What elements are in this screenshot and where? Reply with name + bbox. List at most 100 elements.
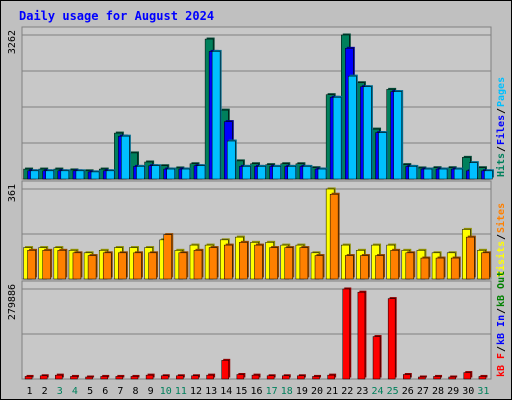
bar-sites <box>133 252 142 280</box>
x-tick-label: 16 <box>250 386 262 397</box>
bar-pages <box>181 168 191 180</box>
bar-kb-f <box>115 376 124 380</box>
bar-sites <box>269 247 278 280</box>
legend-entry: / <box>496 308 507 314</box>
bar-kb-f <box>282 375 290 380</box>
bar-sites <box>481 252 490 280</box>
x-tick-label: 20 <box>311 386 323 397</box>
bar-pages <box>438 168 448 180</box>
bar-sites <box>329 193 339 280</box>
bar-sites <box>254 244 263 280</box>
bar-kb-f <box>387 298 396 380</box>
bar-pages <box>348 75 357 180</box>
x-tick-label: 11 <box>175 386 187 397</box>
bar-kb-f <box>221 360 229 380</box>
bar-kb-f <box>342 288 351 380</box>
x-tick-label: 27 <box>417 386 429 397</box>
x-tick-label: 13 <box>205 386 217 397</box>
bar-kb-f <box>100 376 108 380</box>
bar-kb-f <box>403 374 411 380</box>
bar-sites <box>375 255 384 280</box>
legend-entry: kB F <box>496 353 507 377</box>
bar-pages <box>363 86 372 180</box>
bar-sites <box>466 236 475 280</box>
bar-kb-f <box>145 374 154 380</box>
x-tick-label: 8 <box>132 386 138 397</box>
legend-entry: / <box>496 146 507 152</box>
bar-sites <box>390 250 399 280</box>
bar-pages <box>30 170 39 180</box>
bar-sites <box>102 252 112 280</box>
x-tick-label: 6 <box>102 386 108 397</box>
bar-sites <box>345 255 354 280</box>
legend-entry: Visits <box>495 241 507 277</box>
bar-sites <box>148 252 157 280</box>
bar-pages <box>272 166 281 180</box>
bar-pages <box>166 168 175 180</box>
bar-sites <box>420 257 430 280</box>
bar-shadow <box>450 375 458 378</box>
x-tick-label: 25 <box>387 386 399 397</box>
bar-pages <box>378 132 387 180</box>
x-tick-label: 23 <box>356 386 368 397</box>
bar-kb-f <box>85 376 93 380</box>
bar-pages <box>105 170 115 180</box>
bar-kb-f <box>206 374 214 380</box>
bar-sites <box>208 247 218 280</box>
x-tick-label: 19 <box>296 386 308 397</box>
bar-pages <box>211 51 221 180</box>
x-tick-label: 30 <box>462 386 474 397</box>
bar-pages <box>317 168 327 180</box>
bar-sites <box>163 234 172 280</box>
bar-pages <box>151 165 160 180</box>
bar-kb-f <box>448 376 456 380</box>
x-tick-label: 24 <box>372 386 384 397</box>
x-tick-label: 9 <box>148 386 154 397</box>
legend-entry: / <box>496 108 507 114</box>
bar-pages <box>242 166 251 180</box>
bar-pages <box>60 170 70 180</box>
bar-sites <box>435 257 445 280</box>
x-tick-label: 29 <box>447 386 459 397</box>
bar-sites <box>405 252 415 280</box>
x-tick-label: 15 <box>235 386 247 397</box>
bar-kb-f <box>191 375 199 380</box>
bar-sites <box>193 250 203 280</box>
x-tick-label: 21 <box>326 386 338 397</box>
bar-sites <box>450 257 460 280</box>
x-tick-label: 7 <box>117 386 123 397</box>
x-tick-label: 31 <box>477 386 489 397</box>
bar-kb-f <box>463 372 472 380</box>
bar-kb-f <box>70 376 78 380</box>
x-tick-label: 26 <box>402 386 414 397</box>
bar-kb-f <box>160 375 169 380</box>
bar-pages <box>408 166 418 180</box>
bar-sites <box>223 244 233 280</box>
x-tick-label: 4 <box>72 386 78 397</box>
chart-title: Daily usage for August 2024 <box>19 9 214 23</box>
bar-pages <box>287 166 297 180</box>
x-tick-label: 17 <box>266 386 278 397</box>
bar-kb-f <box>297 375 305 380</box>
bar-pages <box>45 170 54 180</box>
legend-entry: Pages <box>496 77 507 107</box>
bar-pages <box>453 168 463 180</box>
bar-pages <box>257 166 266 180</box>
bar-pages <box>484 170 493 180</box>
bar-sites <box>27 250 36 280</box>
chart-panel <box>21 280 492 380</box>
bar-pages <box>121 135 130 180</box>
legend-entry: Sites <box>495 203 507 233</box>
bar-kb-f <box>251 374 260 380</box>
legend-entry: / <box>496 346 507 352</box>
x-tick-label: 1 <box>27 386 33 397</box>
bar-sites <box>42 250 51 280</box>
bar-kb-f <box>357 291 366 380</box>
bar-sites <box>57 250 67 280</box>
x-tick-label: 5 <box>87 386 93 397</box>
bar-kb-f <box>372 336 381 380</box>
bar-pages <box>196 165 206 180</box>
bar-pages <box>393 91 402 180</box>
bar-kb-f <box>433 376 441 380</box>
